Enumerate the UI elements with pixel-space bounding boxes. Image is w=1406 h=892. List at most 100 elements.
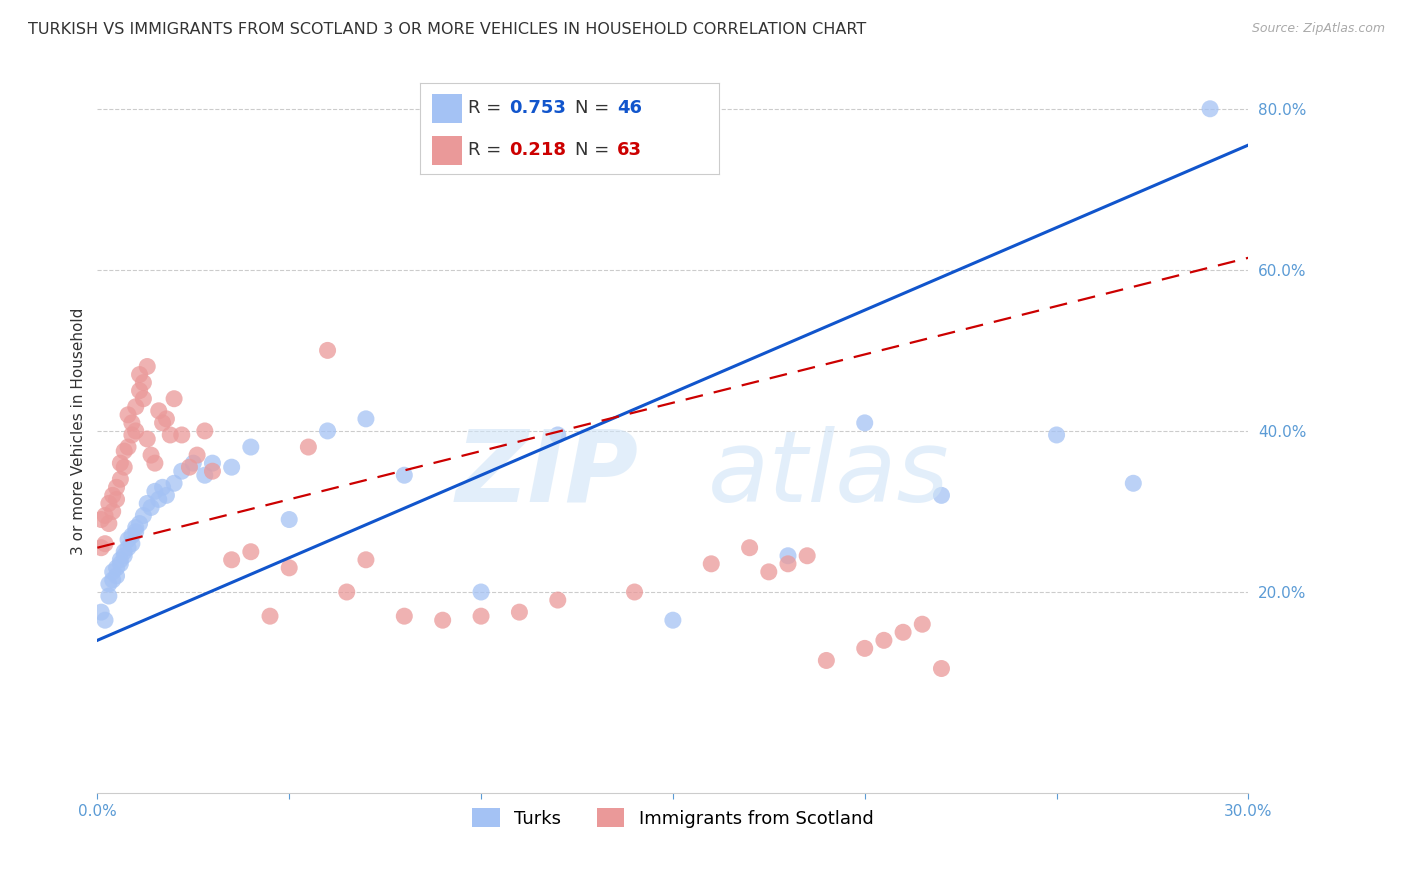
Point <box>194 468 217 483</box>
Point <box>105 569 128 583</box>
Point <box>148 492 170 507</box>
Point <box>186 448 208 462</box>
Text: Source: ZipAtlas.com: Source: ZipAtlas.com <box>1251 22 1385 36</box>
Point <box>110 557 132 571</box>
Point <box>239 440 262 454</box>
Point <box>163 392 186 406</box>
Point <box>136 496 159 510</box>
Point <box>101 565 124 579</box>
Point <box>470 609 492 624</box>
Point <box>143 484 166 499</box>
Point <box>623 585 645 599</box>
Y-axis label: 3 or more Vehicles in Household: 3 or more Vehicles in Household <box>72 307 86 555</box>
Point <box>94 508 117 523</box>
Point <box>853 641 876 656</box>
Point <box>125 520 148 534</box>
Point <box>128 516 150 531</box>
Point <box>101 488 124 502</box>
Point <box>128 368 150 382</box>
Point <box>758 565 780 579</box>
Text: TURKISH VS IMMIGRANTS FROM SCOTLAND 3 OR MORE VEHICLES IN HOUSEHOLD CORRELATION : TURKISH VS IMMIGRANTS FROM SCOTLAND 3 OR… <box>28 22 866 37</box>
Point <box>121 537 143 551</box>
Point <box>354 412 377 426</box>
Point <box>94 537 117 551</box>
Point <box>201 464 224 478</box>
Point <box>110 456 132 470</box>
Point <box>278 512 301 526</box>
Point <box>738 541 761 555</box>
Point <box>354 553 377 567</box>
Point <box>148 404 170 418</box>
Point <box>239 545 262 559</box>
Point <box>776 549 799 563</box>
Point <box>194 424 217 438</box>
Point <box>94 613 117 627</box>
Point <box>117 541 139 555</box>
Point <box>110 553 132 567</box>
Point <box>143 456 166 470</box>
Point <box>181 456 204 470</box>
Point <box>105 480 128 494</box>
Point <box>163 476 186 491</box>
Point <box>105 492 128 507</box>
Point <box>221 553 243 567</box>
Point <box>132 392 155 406</box>
Text: atlas: atlas <box>707 425 949 523</box>
Point <box>112 460 135 475</box>
Point <box>117 533 139 547</box>
Point <box>90 512 112 526</box>
Point <box>911 617 934 632</box>
Point <box>1122 476 1144 491</box>
Point <box>662 613 685 627</box>
Point <box>155 412 177 426</box>
Point <box>152 480 174 494</box>
Point <box>97 516 120 531</box>
Point <box>97 496 120 510</box>
Point <box>121 528 143 542</box>
Point <box>700 557 723 571</box>
Point <box>796 549 818 563</box>
Point <box>931 488 953 502</box>
Point <box>259 609 281 624</box>
Point <box>110 472 132 486</box>
Point <box>90 541 112 555</box>
Point <box>101 504 124 518</box>
Point <box>470 585 492 599</box>
Point <box>179 460 201 475</box>
Point <box>97 577 120 591</box>
Point <box>121 416 143 430</box>
Point <box>155 488 177 502</box>
Point <box>394 468 416 483</box>
Point <box>221 460 243 475</box>
Point <box>101 573 124 587</box>
Point <box>125 400 148 414</box>
Point <box>815 653 838 667</box>
Point <box>136 359 159 374</box>
Point <box>128 384 150 398</box>
Point <box>316 424 339 438</box>
Point <box>316 343 339 358</box>
Point <box>891 625 914 640</box>
Point <box>112 545 135 559</box>
Point <box>170 464 193 478</box>
Point <box>432 613 454 627</box>
Point <box>139 500 162 515</box>
Legend: Turks, Immigrants from Scotland: Turks, Immigrants from Scotland <box>465 801 880 835</box>
Point <box>170 428 193 442</box>
Point <box>125 424 148 438</box>
Point <box>136 432 159 446</box>
Point <box>117 440 139 454</box>
Point <box>873 633 896 648</box>
Point <box>336 585 359 599</box>
Point <box>132 508 155 523</box>
Point <box>278 561 301 575</box>
Point <box>112 444 135 458</box>
Text: ZIP: ZIP <box>456 425 638 523</box>
Point <box>97 589 120 603</box>
Point <box>297 440 319 454</box>
Point <box>394 609 416 624</box>
Point <box>90 605 112 619</box>
Point <box>121 428 143 442</box>
Point <box>125 524 148 539</box>
Point <box>853 416 876 430</box>
